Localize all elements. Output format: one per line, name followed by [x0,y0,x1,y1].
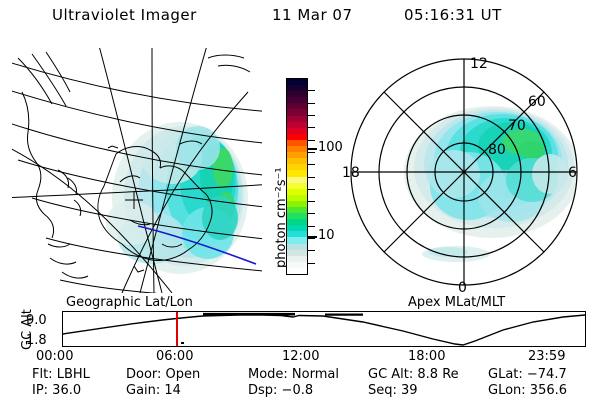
colorbar-segment [287,182,307,189]
mlt-label-0: 0 [458,280,467,296]
colorbar-segment [287,127,307,134]
orbit-altitude-plot[interactable] [62,311,586,347]
orbit-altitude-trace [63,312,585,346]
colorbar-tick [308,164,315,165]
colorbar-tick [308,201,315,202]
colorbar-segment [287,91,307,98]
colorbar-segment [287,170,307,177]
status-seq: Seq: 39 [368,383,418,398]
colorbar-segment [287,176,307,183]
colorbar-segment [287,164,307,171]
colorbar-major-tick [308,148,317,150]
status-door: Door: Open [126,367,201,382]
mlt-label-6: 6 [568,165,577,181]
colorbar-major-tick [308,236,317,238]
colorbar-tick [308,250,315,251]
orbit-xtick-3: 18:00 [408,349,446,364]
observation-time: 05:16:31 UT [404,6,502,24]
aurora-emission-geographic [106,122,248,274]
colorbar-tick [308,127,315,128]
colorbar-segment [287,133,307,140]
colorbar-segment [287,249,307,256]
mlat-label-70: 70 [508,118,526,134]
colorbar-segment [287,231,307,238]
orbit-y-axis-label: GC Alt [20,309,35,350]
colorbar-segment [287,206,307,214]
mlt-label-18: 18 [342,165,360,181]
colorbar-label-100: 100 [318,140,343,155]
orbit-ytick-bottom: 1.8 [26,333,47,348]
colorbar-segment [287,79,307,86]
colorbar-segment [287,152,307,159]
status-glat: GLat: −74.7 [488,367,567,382]
colorbar-segment [287,200,307,207]
colorbar-tick [308,177,315,178]
colorbar-segment [287,194,307,201]
status-ip: IP: 36.0 [32,383,82,398]
colorbar-tick [308,115,315,116]
colorbar-tick [308,152,315,153]
colorbar-tick [308,213,315,214]
colorbar-segment [287,243,307,250]
colorbar-segment [287,85,307,92]
orbit-xtick-2: 12:00 [282,349,320,364]
apex-panel[interactable]: 12 6 0 18 60 70 80 [336,46,592,298]
status-filter: Flt: LBHL [32,367,90,382]
colorbar-tick [308,90,315,91]
geographic-panel-caption: Geographic Lat/Lon [66,295,193,310]
geographic-panel[interactable] [12,48,262,293]
colorbar-gradient [287,79,307,274]
status-glon: GLon: 356.6 [488,383,568,398]
colorbar[interactable] [286,78,308,275]
colorbar-segment [287,158,307,165]
orbit-time-marker [176,312,178,346]
apex-dial[interactable]: 12 6 0 18 60 70 80 [336,46,592,298]
mlat-label-60: 60 [528,94,546,110]
colorbar-segment [287,267,307,274]
colorbar-label-10: 10 [318,228,335,243]
colorbar-tick [308,189,315,190]
colorbar-tick [308,226,315,227]
colorbar-segment [287,97,307,104]
colorbar-segment [287,255,307,262]
colorbar-axis-title: photon cm⁻²s⁻¹ [274,167,289,268]
instrument-title: Ultraviolet Imager [52,6,197,24]
colorbar-segment [287,121,307,128]
colorbar-segment [287,103,307,110]
status-gc-alt: GC Alt: 8.8 Re [368,367,459,382]
colorbar-segment [287,225,307,232]
aurora-emission-apex [404,106,577,262]
colorbar-segment [287,139,307,147]
colorbar-segment [287,115,307,122]
geographic-graticule [12,48,262,293]
colorbar-ticks [308,78,317,275]
colorbar-tick [308,140,315,141]
colorbar-segment [287,146,307,153]
status-dsp: Dsp: −0.8 [248,383,314,398]
colorbar-segment [287,261,307,268]
colorbar-segment [287,213,307,220]
terminator-line [137,225,257,265]
orbit-ytick-top: 9.0 [26,313,47,328]
apex-panel-caption: Apex MLat/MLT [408,295,506,310]
orbit-xtick-1: 06:00 [156,349,194,364]
pole-marker [125,191,143,209]
coastlines [17,51,251,279]
colorbar-segment [287,188,307,195]
mlt-label-12: 12 [470,56,488,72]
observation-date: 11 Mar 07 [272,6,353,24]
status-mode: Mode: Normal [248,367,339,382]
mlt-spokes [351,59,577,285]
colorbar-tick [308,238,315,239]
geographic-map[interactable] [12,48,262,293]
orbit-xtick-4: 23:59 [528,349,566,364]
orbit-xtick-0: 00:00 [36,349,74,364]
colorbar-segment [287,237,307,244]
mlat-label-80: 80 [488,142,506,158]
colorbar-segment [287,109,307,116]
colorbar-tick [308,263,315,264]
status-gain: Gain: 14 [126,383,181,398]
colorbar-tick [308,103,315,104]
colorbar-segment [287,219,307,226]
